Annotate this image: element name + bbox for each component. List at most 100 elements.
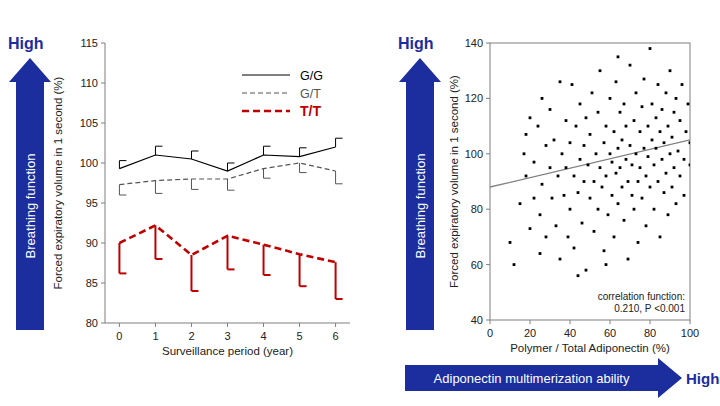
- point: [675, 97, 678, 100]
- point: [605, 125, 608, 128]
- arrow-label: Breathing function: [23, 154, 38, 259]
- error-cap: [264, 178, 271, 179]
- point: [581, 222, 584, 225]
- x-tick: [650, 320, 651, 324]
- point: [609, 152, 612, 155]
- point: [621, 139, 624, 142]
- point: [605, 175, 608, 178]
- point: [583, 144, 586, 147]
- legend-label: G/G: [300, 69, 323, 83]
- point: [655, 116, 658, 119]
- x-tick-label: 20: [524, 327, 536, 339]
- point: [575, 125, 578, 128]
- error-bar: [228, 179, 235, 190]
- y-tick: [101, 203, 105, 204]
- x-tick: [690, 320, 691, 324]
- point: [649, 186, 652, 189]
- point: [659, 236, 662, 239]
- error-stem: [155, 146, 156, 155]
- error-stem: [227, 163, 228, 171]
- point: [533, 197, 536, 200]
- error-bar: [336, 171, 343, 184]
- error-cap: [191, 290, 198, 292]
- error-cap: [264, 146, 271, 147]
- point: [671, 186, 674, 189]
- y-tick-label: 120: [465, 92, 483, 104]
- figure: HighBreathing function808590951001051101…: [0, 0, 720, 406]
- x-tick: [570, 320, 571, 324]
- point: [615, 172, 618, 175]
- point: [687, 103, 690, 106]
- trend-line: [490, 140, 690, 187]
- point: [681, 83, 684, 86]
- point: [659, 130, 662, 133]
- point: [513, 263, 516, 266]
- error-cap: [191, 189, 198, 190]
- point: [685, 130, 688, 133]
- chart-1: HighBreathing functionAdiponectin multim…: [398, 35, 719, 398]
- error-stem: [118, 243, 120, 273]
- point: [651, 139, 654, 142]
- legend-swatch: [242, 74, 290, 75]
- point: [593, 180, 596, 183]
- point: [585, 116, 588, 119]
- point: [571, 83, 574, 86]
- point: [669, 152, 672, 155]
- high-label: High: [686, 370, 719, 387]
- legend-swatch: [242, 92, 290, 93]
- point: [633, 208, 636, 211]
- error-bar: [155, 146, 162, 155]
- point: [657, 180, 660, 183]
- error-cap: [264, 274, 271, 276]
- point: [627, 180, 630, 183]
- point: [655, 147, 658, 150]
- point: [589, 197, 592, 200]
- high-label: High: [8, 35, 44, 52]
- point: [651, 103, 654, 106]
- point: [629, 144, 632, 147]
- error-stem: [119, 161, 120, 169]
- point: [559, 258, 562, 261]
- y-axis: [105, 43, 106, 323]
- point: [617, 147, 620, 150]
- point: [663, 191, 666, 194]
- point: [647, 155, 650, 158]
- point: [649, 47, 652, 50]
- error-stem: [263, 169, 264, 179]
- point: [637, 180, 640, 183]
- point: [545, 144, 548, 147]
- error-bar: [336, 138, 343, 147]
- point: [577, 191, 580, 194]
- error-stem: [263, 146, 264, 155]
- x-tick-label: 80: [644, 327, 656, 339]
- point: [611, 194, 614, 197]
- point: [689, 141, 690, 144]
- error-bar: [300, 254, 307, 286]
- error-cap: [155, 146, 162, 147]
- point: [661, 158, 664, 161]
- x-tick-label: 2: [188, 330, 194, 342]
- y-axis-label: Forced expiratory volume in 1 second (%): [52, 76, 64, 289]
- arrow-label: Breathing function: [413, 154, 428, 259]
- point: [639, 130, 642, 133]
- point: [631, 163, 634, 166]
- y-tick: [101, 283, 105, 284]
- chart-0: HighBreathing function808590951001051101…: [8, 35, 350, 357]
- point: [619, 111, 622, 114]
- point: [549, 166, 552, 169]
- y-tick: [101, 163, 105, 164]
- point: [645, 224, 648, 227]
- error-bar: [228, 236, 235, 270]
- arrow: [9, 58, 51, 330]
- point: [611, 161, 614, 164]
- error-bar: [264, 245, 271, 275]
- point: [593, 230, 596, 233]
- y-tick: [486, 264, 490, 265]
- x-tick-label: 100: [681, 327, 699, 339]
- x-tick: [335, 323, 336, 327]
- error-stem: [191, 151, 192, 159]
- plot-area: [119, 138, 342, 299]
- point: [563, 194, 566, 197]
- point: [529, 227, 532, 230]
- point: [549, 108, 552, 111]
